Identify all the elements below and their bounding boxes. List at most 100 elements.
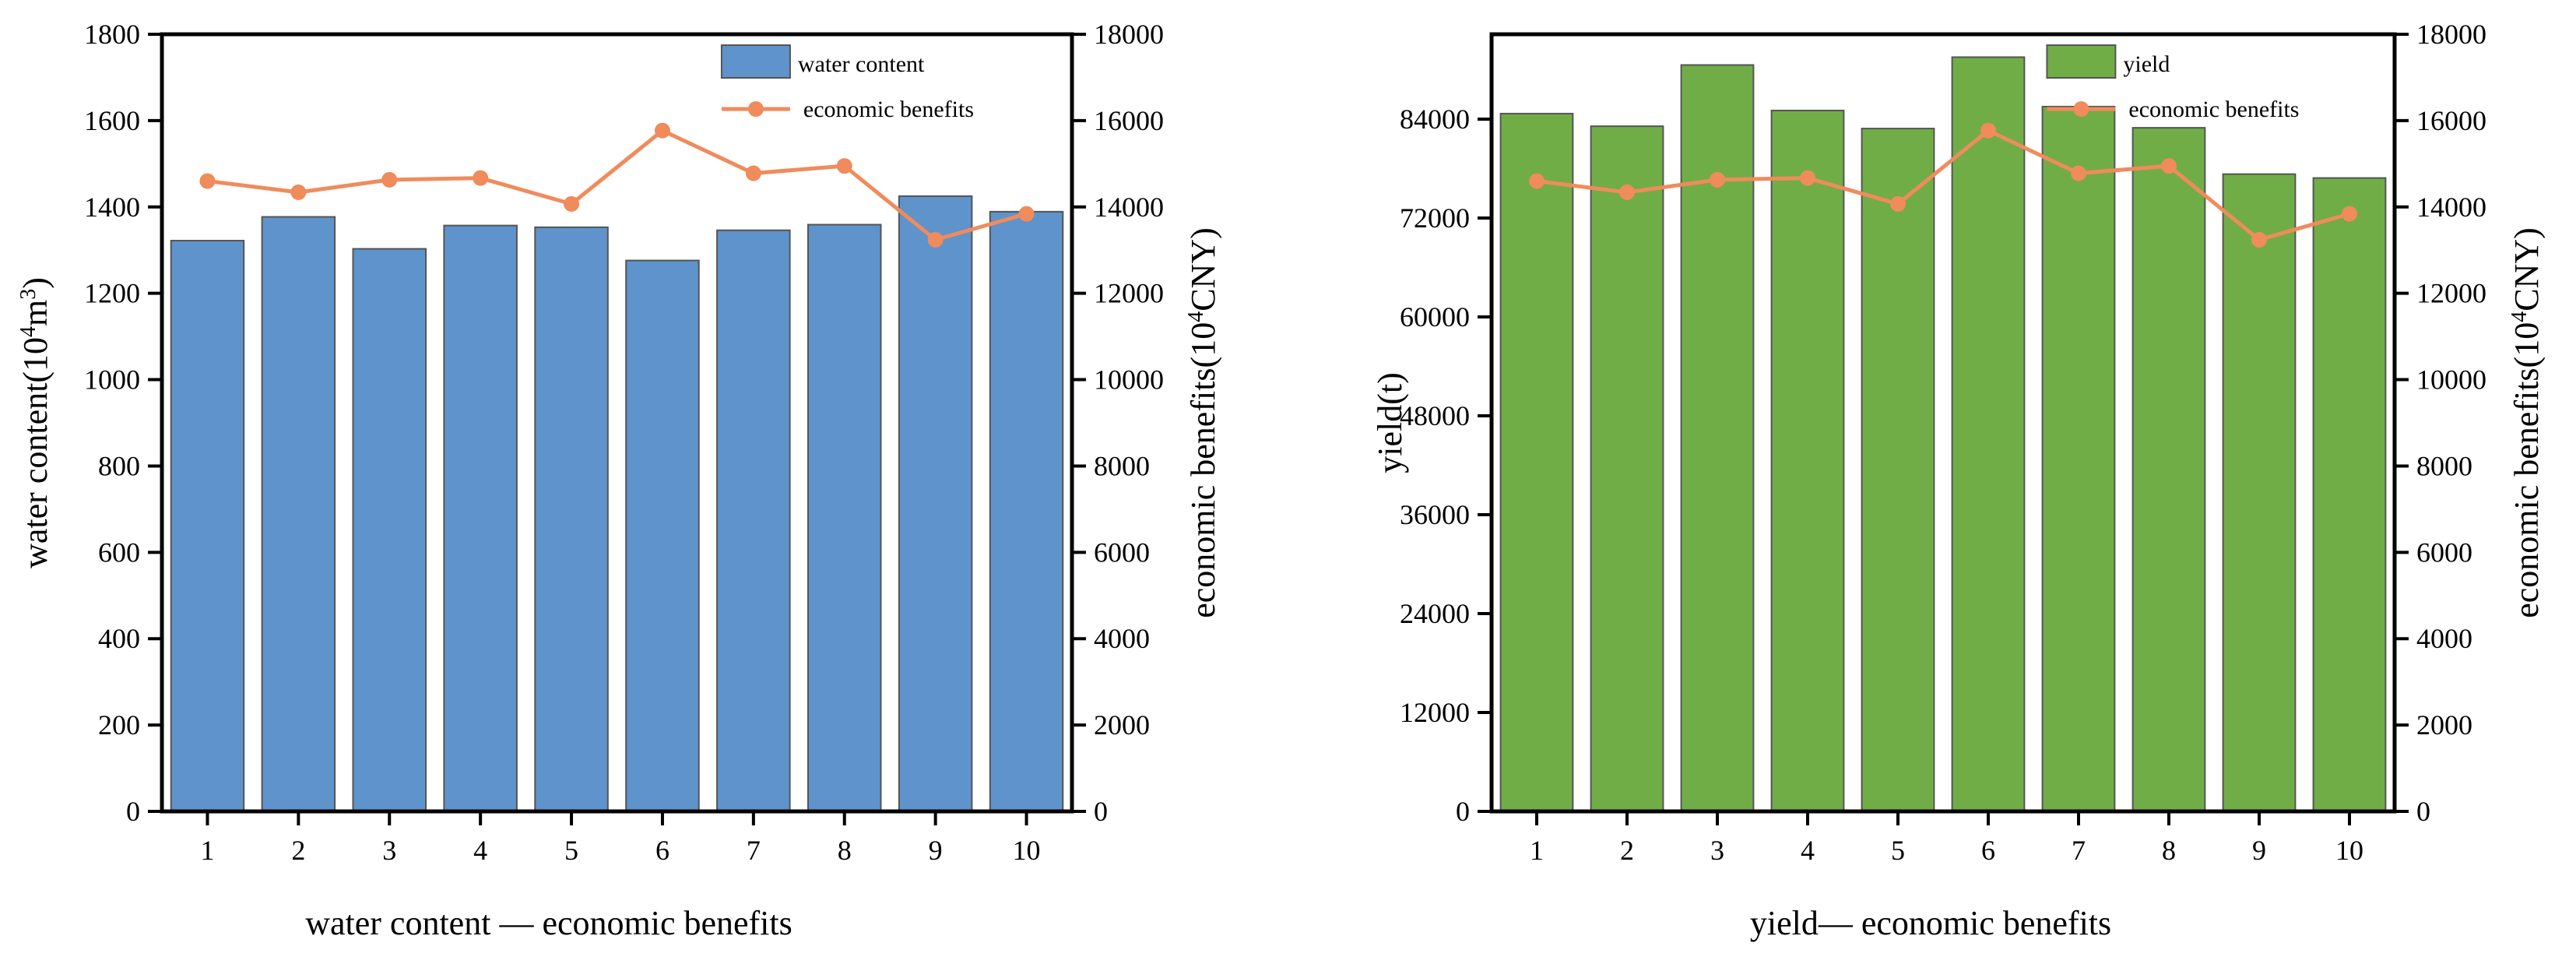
right-axis-tick-label: 12000 [1094, 278, 1164, 309]
left-axis-tick-label: 1200 [84, 278, 140, 309]
bar-2 [261, 216, 336, 812]
bar-9 [898, 195, 973, 812]
right-axis-tick-label: 6000 [1094, 537, 1150, 568]
bar-1 [1499, 112, 1574, 813]
economic-benefits-point-3 [1710, 171, 1725, 188]
economic-benefits-point-10 [2342, 206, 2357, 222]
left-axis-tick-label: 48000 [1400, 400, 1470, 431]
economic-benefits-point-8 [836, 158, 852, 174]
plot-frame [160, 32, 1074, 814]
x-axis-tick-label: 8 [2162, 835, 2176, 866]
bar-7 [2041, 105, 2116, 812]
x-axis-tick-label: 3 [382, 835, 396, 866]
bar-2 [1590, 125, 1664, 812]
right-axis-tick-label: 0 [1094, 796, 1108, 827]
left-axis-tick-label: 800 [98, 450, 140, 481]
water-content-chart: 0200400600800100012001400160018000200040… [16, 19, 1223, 942]
bar-10 [989, 210, 1064, 813]
bar-5 [1861, 128, 1935, 812]
bar-1 [170, 240, 245, 813]
right-axis-tick-label: 18000 [2416, 19, 2486, 50]
left-axis-tick-label: 600 [98, 537, 140, 568]
right-axis-label: economic benefits(104CNY) [2507, 227, 2546, 618]
right-axis-tick-label: 0 [2416, 796, 2430, 827]
right-axis-tick-label: 16000 [1094, 105, 1164, 136]
right-axis-tick-label: 10000 [1094, 364, 1164, 396]
left-axis-tick-label: 1400 [84, 192, 140, 223]
legend-swatch-bars [2046, 44, 2117, 79]
left-axis-tick-label: 1000 [84, 364, 140, 396]
left-axis-label: yield(t) [1371, 372, 1409, 473]
x-axis-tick-label: 8 [838, 835, 852, 866]
left-axis-tick-label: 12000 [1400, 697, 1470, 728]
right-axis-tick-label: 8000 [2416, 450, 2472, 481]
legend-swatch-bars [720, 44, 791, 79]
x-axis-tick-label: 2 [1620, 835, 1634, 866]
legend-label-line: economic benefits [803, 97, 974, 122]
bar-9 [2222, 173, 2297, 813]
yield-chart: 0120002400036000480006000072000840000200… [1371, 19, 2546, 942]
economic-benefits-point-10 [1018, 206, 1035, 222]
right-axis-tick-label: 16000 [2416, 105, 2486, 136]
economic-benefits-point-4 [1800, 170, 1815, 186]
x-axis-tick-label: 2 [291, 835, 305, 866]
right-axis-tick-label: 14000 [2416, 192, 2486, 223]
economic-benefits-point-7 [745, 165, 761, 181]
economic-benefits-point-5 [564, 195, 580, 212]
x-axis-tick-label: 4 [1801, 835, 1815, 866]
x-axis-tick-label: 6 [655, 835, 669, 866]
left-axis-tick-label: 84000 [1400, 104, 1470, 135]
left-axis-tick-label: 1800 [84, 19, 140, 50]
legend-label-line: economic benefits [2128, 97, 2299, 122]
x-axis-tick-label: 5 [1891, 835, 1905, 866]
left-axis-tick-label: 24000 [1400, 598, 1470, 629]
plot-frame [1489, 32, 2397, 814]
x-axis-tick-label: 10 [1013, 835, 1041, 866]
bar-8 [2131, 127, 2206, 813]
economic-benefits-point-5 [1890, 195, 1906, 212]
x-axis-tick-label: 1 [200, 835, 214, 866]
left-axis-tick-label: 36000 [1400, 499, 1470, 530]
right-axis-tick-label: 4000 [2416, 623, 2472, 654]
left-axis-tick-label: 1600 [84, 105, 140, 136]
bar-3 [352, 248, 427, 812]
right-axis-tick-label: 2000 [1094, 709, 1150, 741]
right-axis-tick-label: 10000 [2416, 364, 2486, 396]
left-axis-label: water content(104m3) [16, 277, 55, 568]
bar-7 [716, 229, 791, 812]
bar-6 [1951, 56, 2026, 812]
right-axis-tick-label: 2000 [2416, 709, 2472, 741]
bar-4 [1770, 109, 1845, 812]
right-axis-tick-label: 8000 [1094, 450, 1150, 481]
left-axis-tick-label: 0 [126, 796, 140, 827]
bar-5 [534, 226, 609, 812]
right-axis-tick-label: 12000 [2416, 278, 2486, 309]
bar-4 [443, 224, 518, 812]
economic-benefits-point-2 [290, 184, 307, 200]
right-axis-label: economic benefits(104CNY) [1184, 227, 1223, 618]
economic-benefits-point-3 [381, 171, 398, 188]
economic-benefits-point-1 [1529, 173, 1545, 189]
economic-benefits-line [1536, 128, 2350, 242]
x-axis-tick-label: 7 [2072, 835, 2086, 866]
bar-10 [2312, 177, 2387, 813]
x-axis-tick-label: 9 [929, 835, 943, 866]
economic-benefits-point-2 [1619, 184, 1635, 200]
chart-title: water content — economic benefits [305, 904, 792, 942]
economic-benefits-point-8 [2161, 158, 2177, 174]
economic-benefits-line [207, 128, 1028, 242]
right-axis-tick-label: 4000 [1094, 623, 1150, 654]
x-axis-tick-label: 9 [2252, 835, 2266, 866]
x-axis-tick-label: 6 [1981, 835, 1995, 866]
right-axis-tick-label: 18000 [1094, 19, 1164, 50]
right-axis-tick-label: 6000 [2416, 537, 2472, 568]
legend-label-bars: yield [2123, 51, 2170, 77]
economic-benefits-point-9 [927, 231, 944, 248]
left-axis-tick-label: 0 [1456, 796, 1470, 827]
x-axis-tick-label: 7 [747, 835, 761, 866]
bar-3 [1680, 64, 1755, 812]
bar-8 [807, 223, 882, 812]
legend-marker-line [747, 101, 764, 117]
left-axis-tick-label: 400 [98, 623, 140, 654]
